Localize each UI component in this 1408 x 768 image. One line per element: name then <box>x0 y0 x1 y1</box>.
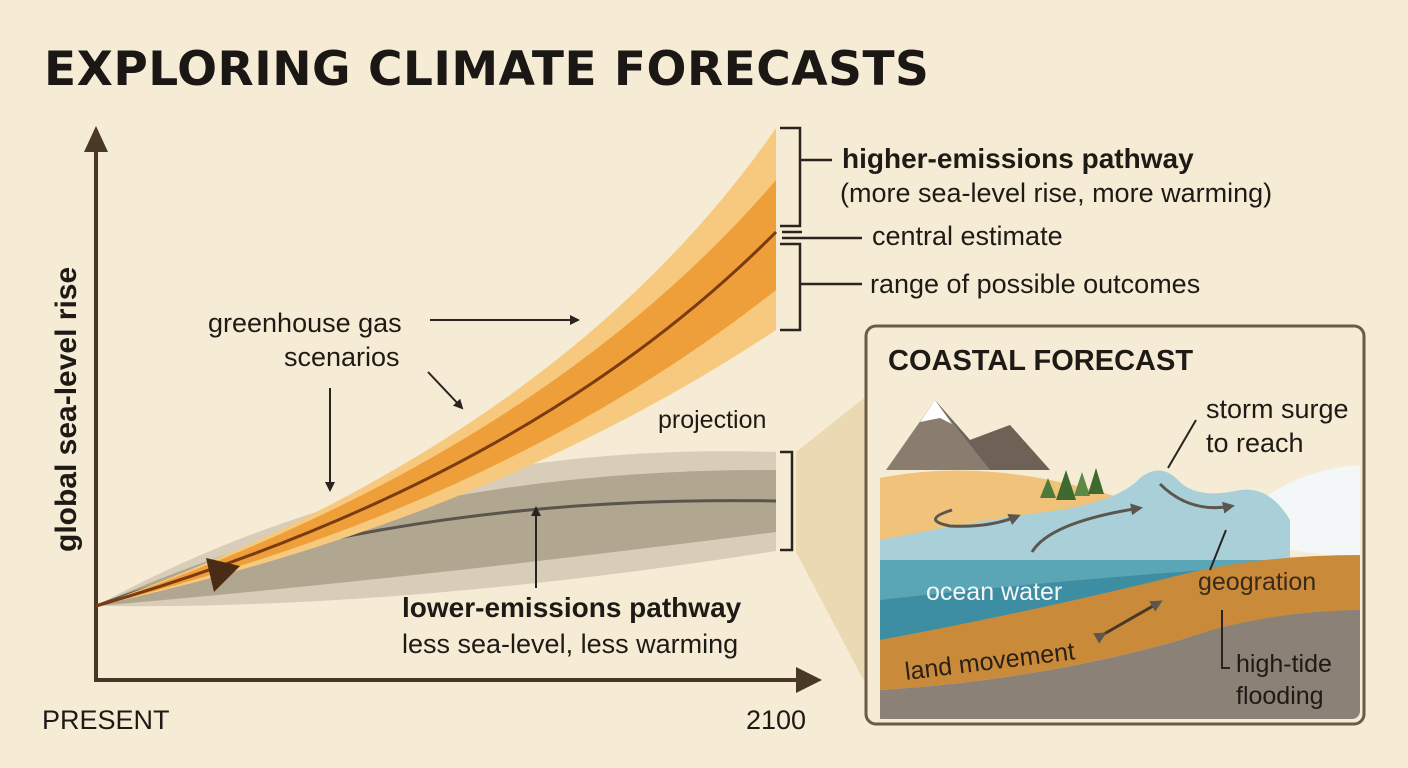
y-axis-arrow-icon <box>84 126 108 152</box>
inset-title: COASTAL FORECAST <box>888 345 1193 377</box>
scenarios-label-line1: greenhouse gas <box>208 308 402 338</box>
central-estimate-label: central estimate <box>872 221 1063 251</box>
projection-bracket <box>780 450 794 552</box>
brackets <box>780 126 862 552</box>
zoom-wedge <box>796 390 874 700</box>
range-bracket <box>780 242 802 332</box>
axes <box>84 126 822 693</box>
projection-label: projection <box>658 406 766 434</box>
low-pathway-title: lower-emissions pathway <box>402 592 742 623</box>
low-pathway-subtitle: less sea-level, less warming <box>402 629 738 659</box>
trend-arrow-icon <box>206 558 240 592</box>
geography-label: geogration <box>1198 568 1316 596</box>
high-tide-label-line2: flooding <box>1236 682 1324 710</box>
x-axis-arrow-icon <box>796 667 822 693</box>
leader-arrows <box>325 315 580 588</box>
trees-icon <box>1040 468 1104 500</box>
page-title: EXPLORING CLIMATE FORECASTS <box>44 42 929 97</box>
y-axis-label: global sea-level rise <box>50 267 83 552</box>
scenarios-label-line2: scenarios <box>284 342 400 372</box>
storm-surge-label-line2: to reach <box>1206 428 1304 458</box>
high-tide-label-line1: high-tide <box>1236 650 1332 678</box>
high-pathway-title: higher-emissions pathway <box>842 143 1194 174</box>
flow-arrows <box>934 482 1235 644</box>
high-pathway-subtitle: (more sea-level rise, more warming) <box>840 178 1272 208</box>
bedrock-layer <box>880 610 1360 719</box>
ocean-water-label: ocean water <box>926 578 1062 606</box>
range-label: range of possible outcomes <box>870 269 1200 299</box>
coastal-forecast-inset: COASTAL FORECAST storm surge to reach oc… <box>864 324 1366 726</box>
x-axis-start-label: PRESENT <box>42 705 170 735</box>
scenario-arrow-diagonal <box>427 371 464 410</box>
higher-emissions-band <box>95 128 778 608</box>
high-pathway-bracket <box>780 126 802 228</box>
x-axis-end-label: 2100 <box>746 705 806 735</box>
storm-surge-label-line1: storm surge <box>1206 394 1349 424</box>
